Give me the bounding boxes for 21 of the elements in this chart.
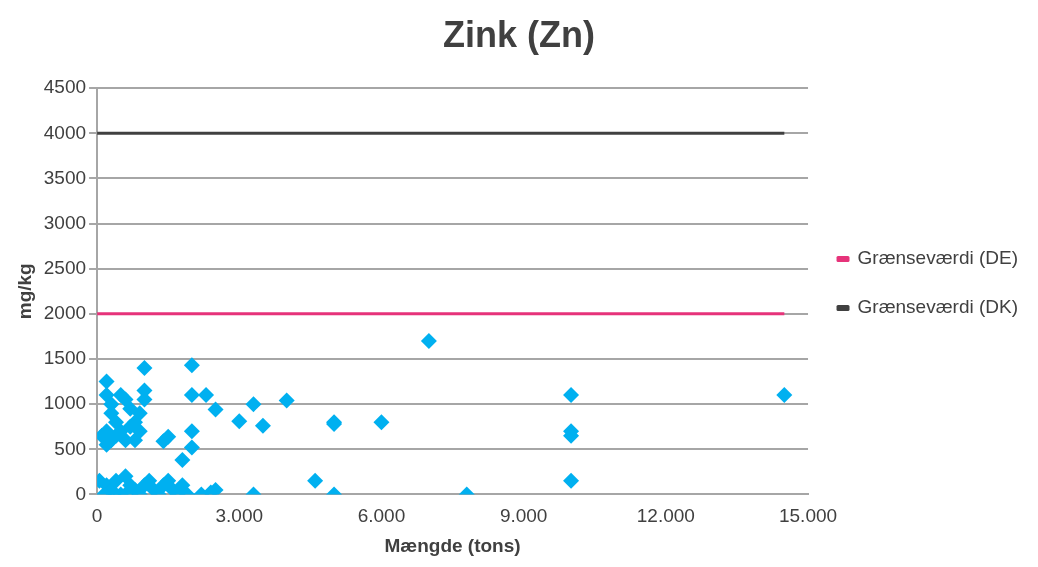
x-tick-label: 6.000 [357,505,406,527]
y-tick-label: 1500 [43,347,87,369]
x-tick-label: 9.000 [499,505,548,527]
y-tick-label: 3500 [43,166,87,188]
y-tick-label: 2500 [43,256,87,278]
y-tick-label: 500 [54,437,87,459]
x-tick-label: 12.000 [636,505,695,527]
x-axis-title: Mængde (tons) [384,534,521,556]
legend-label: Grænseværdi (DK) [857,296,1019,318]
x-tick-label: 15.000 [778,505,838,527]
x-tick-label: 3.000 [215,505,264,527]
y-tick-label: 4500 [43,76,87,98]
y-tick-label: 0 [75,482,87,504]
x-tick-label: 0 [91,505,103,527]
y-axis-title: mg/kg [13,263,35,320]
y-tick-label: 1000 [43,392,87,414]
y-tick-label: 3000 [43,211,87,233]
y-tick-label: 4000 [43,121,87,143]
legend-label: Grænseværdi (DE) [857,247,1019,269]
chart-title: Zink (Zn) [443,13,595,55]
y-tick-label: 2000 [43,302,87,324]
